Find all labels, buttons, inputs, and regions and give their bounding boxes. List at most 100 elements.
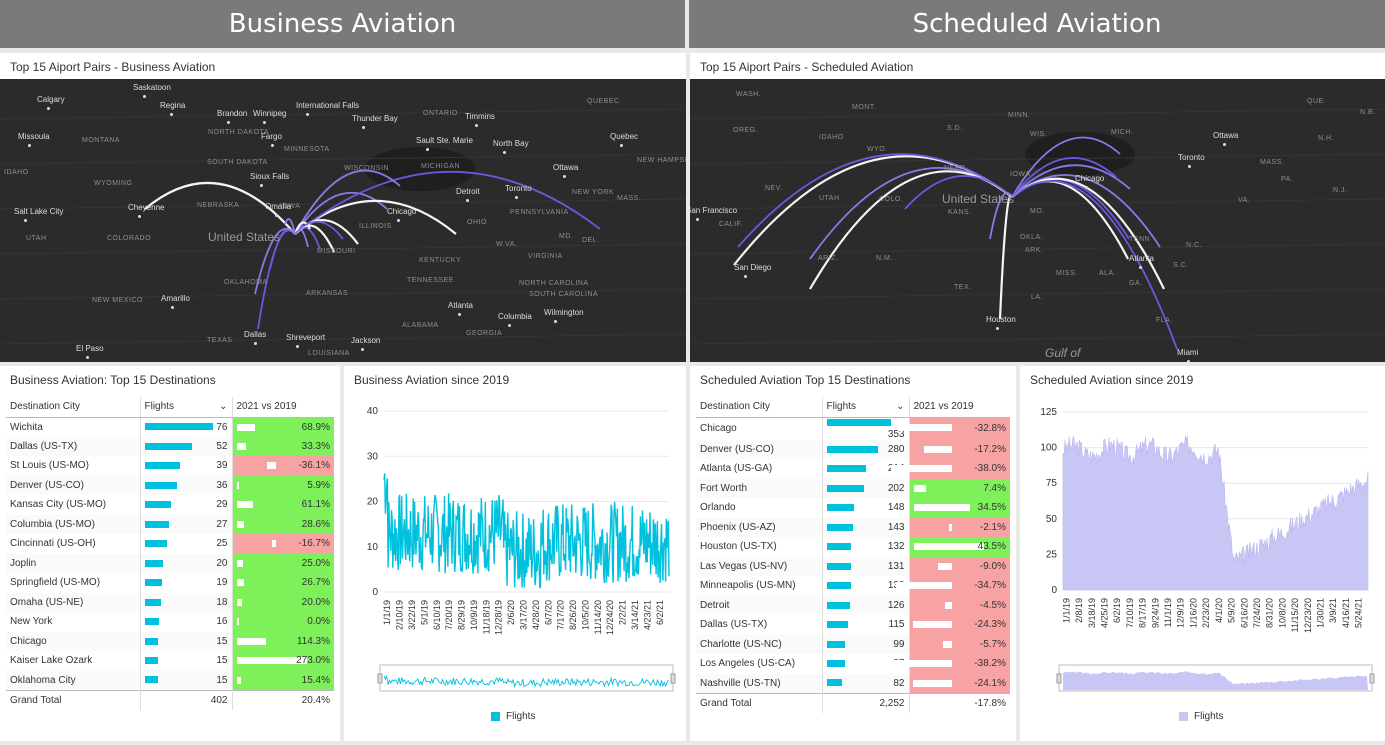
map-state-label: UTAH [819,195,840,202]
table-row[interactable]: Joplin 20 25.0% [6,553,334,573]
range-slider-preview [1063,671,1368,690]
area-series[interactable] [1062,435,1369,591]
flight-arc[interactable] [998,194,1014,320]
table-row[interactable]: Columbia (US-MO) 27 28.6% [6,514,334,534]
table-row[interactable]: Charlotte (US-NC) 99 -5.7% [696,634,1010,654]
table-row[interactable]: Springfield (US-MO) 19 26.7% [6,573,334,593]
flights-bar [826,419,891,427]
cell-change: 0.0% [232,612,334,632]
table-row[interactable]: Phoenix (US-AZ) 143 -2.1% [696,517,1010,537]
flight-arc[interactable] [1011,164,1131,198]
grand-total-flights: 402 [140,690,233,710]
map-state-label: CALIF. [719,221,744,228]
flight-arc[interactable] [737,153,1013,248]
table-row[interactable]: Wichita 76 68.9% [6,417,334,437]
range-slider-handle[interactable] [670,673,676,684]
table-row[interactable]: Cincinnati (US-OH) 25 -16.7% [6,534,334,554]
table-row[interactable]: Chicago 353 -32.8% [696,417,1010,440]
flights-bar [144,501,171,509]
flight-arc[interactable] [989,192,1013,240]
table-row[interactable]: Oklahoma City 15 15.4% [6,670,334,690]
change-value: 273.0% [296,655,330,667]
table-row[interactable]: New York 16 0.0% [6,612,334,632]
col-header-flights[interactable]: Flights ⌄ [140,397,233,418]
flight-arc[interactable] [809,170,1013,290]
flights-value: 20 [216,557,228,569]
cell-city: Fort Worth [696,478,823,498]
flight-arc[interactable] [1011,157,1117,198]
flight-arc[interactable] [284,218,296,235]
map-city-label: Atlanta [448,301,473,310]
table-row[interactable]: Dallas (US-TX) 115 -24.3% [696,615,1010,635]
sort-chevron-icon[interactable]: ⌄ [896,401,905,413]
flight-arc[interactable] [294,169,401,235]
business-map[interactable]: ONTARIO QUEBEC MONTANA NORTH DAKOTA MINNESOT… [0,79,686,362]
map-state-label: N.H. [1318,135,1334,142]
col-header-flights[interactable]: Flights ⌄ [822,397,910,418]
table-row[interactable]: Kaiser Lake Ozark 15 273.0% [6,651,334,671]
col-header-pct[interactable]: 2021 vs 2019 [232,397,334,418]
flights-bar [826,660,845,668]
table-row[interactable]: Denver (US-CO) 36 5.9% [6,475,334,495]
flight-arc[interactable] [1011,180,1178,350]
flight-arc[interactable] [294,220,344,240]
table-row[interactable]: Fort Worth 202 7.4% [696,478,1010,498]
table-row[interactable]: Minneapolis (US-MN)130-34.7% [696,576,1010,596]
map-state-label: UTAH [26,235,47,242]
table-row[interactable]: Dallas (US-TX) 52 33.3% [6,436,334,456]
ba-chart-legend[interactable]: Flights [491,711,535,722]
flight-arc[interactable] [904,175,1013,210]
table-row[interactable]: Orlando 148 34.5% [696,498,1010,518]
table-row[interactable]: Omaha (US-NE) 18 20.0% [6,592,334,612]
col-header-city[interactable]: Destination City [696,397,823,418]
range-slider-handle[interactable] [1369,673,1375,684]
range-slider[interactable] [379,664,674,692]
change-value: -5.7% [979,638,1006,650]
range-slider-handle[interactable] [377,673,383,684]
sa-chart-legend[interactable]: Flights [1179,711,1223,722]
table-row[interactable]: Las Vegas (US-NV) 131 -9.0% [696,556,1010,576]
map-city-dot [397,219,400,222]
table-row[interactable]: Houston (US-TX) 132 43.5% [696,537,1010,557]
map-state-label: NEW YORK [572,189,614,196]
flight-arc[interactable] [293,221,311,235]
flight-arc[interactable] [1011,136,1121,198]
ba-line-chart[interactable]: 0 10 20 30 40 1/1/19 2/10/19 3/22/19 5/1/19 6/10/… [344,366,686,741]
map-city-dot [508,324,511,327]
col-header-city[interactable]: Destination City [6,397,141,418]
flights-bar [144,462,180,470]
x-tick-label: 12/28/19 [494,600,504,635]
flights-bar [144,637,158,645]
flight-arc[interactable] [294,171,601,235]
sort-chevron-icon[interactable]: ⌄ [219,401,228,413]
x-tick-label: 8/17/19 [1138,598,1148,628]
range-slider-handle[interactable] [1056,673,1062,684]
table-row[interactable]: St Louis (US-MO) 39 -36.1% [6,456,334,476]
scheduled-map[interactable]: WASH. MONT. MINN. QUE. N.B. OREG. IDAHO S.D. WIS… [690,79,1385,362]
flight-arc[interactable] [809,166,1013,260]
change-value: 5.9% [307,479,330,491]
cell-flights: 15 [140,651,233,671]
table-row[interactable]: Denver (US-CO) 280 -17.2% [696,439,1010,459]
table-row[interactable]: Los Angeles (US-CA)97-38.2% [696,654,1010,674]
line-series[interactable] [383,473,670,589]
table-row[interactable]: Chicago 15 114.3% [6,631,334,651]
cell-flights: 15 [140,670,233,690]
map-city-label: Sioux Falls [250,172,290,181]
cell-city: Kaiser Lake Ozark [6,651,141,671]
x-tick-label: 6/10/19 [432,600,442,630]
table-row[interactable]: Kansas City (US-MO) 29 61.1% [6,495,334,515]
flights-bar [144,481,177,489]
cell-flights: 126 [822,595,910,615]
flight-arc[interactable] [254,227,296,295]
change-value: 33.3% [301,440,330,452]
table-row[interactable]: Nashville (US-TN) 82 -24.1% [696,673,1010,693]
y-tick-label: 75 [1046,478,1058,489]
flights-value: 280 [887,443,905,455]
table-row[interactable]: Detroit 126 -4.5% [696,595,1010,615]
change-bar [236,442,246,450]
table-row[interactable]: Atlanta (US-GA)214-38.0% [696,459,1010,479]
flights-value: 19 [216,577,228,589]
col-header-pct[interactable]: 2021 vs 2019 [909,397,1010,418]
